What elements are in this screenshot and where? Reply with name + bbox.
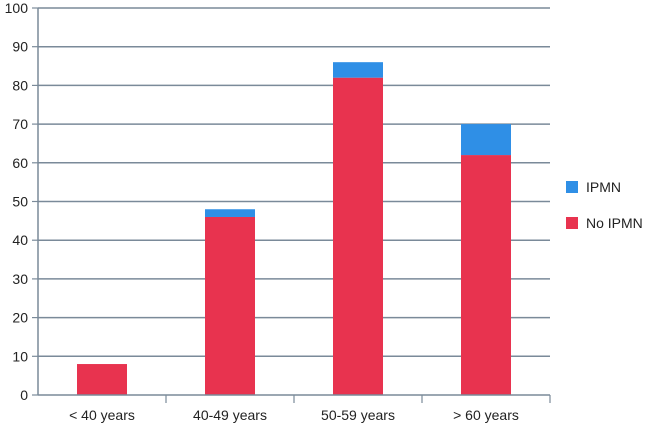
legend: IPMN No IPMN [566,179,643,231]
legend-swatch-no-ipmn [566,217,578,229]
x-tick-labels: < 40 years 40-49 years 50-59 years > 60 yea… [69,407,519,423]
legend-label: No IPMN [586,215,643,231]
legend-swatch-ipmn [566,181,578,193]
bars [77,62,511,395]
axes [32,7,551,403]
y-tick-label: 0 [20,387,28,403]
bar-ipmn [461,124,511,156]
bar-ipmn [205,209,255,217]
y-tick-label: 100 [5,0,29,16]
y-tick-label: 50 [12,194,28,210]
bar-no-ipmn [461,155,511,395]
legend-label: IPMN [586,179,621,195]
bar-ipmn [333,62,383,78]
y-tick-labels: 0 10 20 30 40 50 60 70 80 90 100 [5,0,29,403]
y-tick-label: 90 [12,39,28,55]
y-tick-label: 70 [12,116,28,132]
x-tick-label: < 40 years [69,407,135,423]
bar-no-ipmn [333,77,383,395]
y-tick-label: 30 [12,271,28,287]
gridlines [38,7,550,358]
bar-no-ipmn [205,216,255,395]
x-tick-label: 50-59 years [321,407,395,423]
x-tick-label: 40-49 years [193,407,267,423]
y-tick-label: 40 [12,232,28,248]
x-tick-label: > 60 years [453,407,519,423]
y-tick-label: 80 [12,77,28,93]
y-tick-label: 60 [12,155,28,171]
y-tick-label: 20 [12,310,28,326]
y-tick-label: 10 [12,348,28,364]
bar-no-ipmn [77,364,127,395]
